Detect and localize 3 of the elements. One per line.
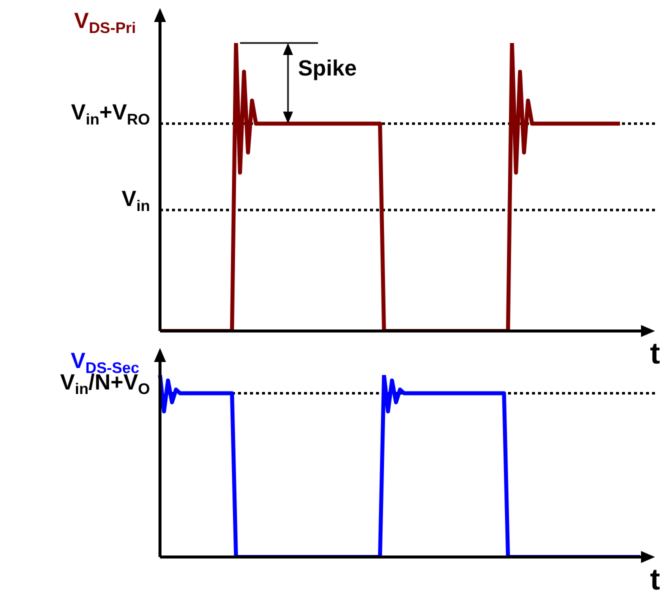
- x-axis-title: t: [650, 563, 660, 592]
- annotation: Spike: [298, 55, 357, 80]
- x-axis-title: t: [650, 337, 660, 370]
